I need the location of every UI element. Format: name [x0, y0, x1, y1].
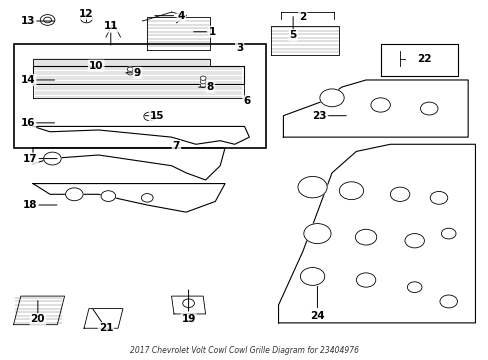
Text: 17: 17	[23, 154, 38, 163]
Circle shape	[300, 267, 324, 285]
Text: 2017 Chevrolet Volt Cowl Cowl Grille Diagram for 23404976: 2017 Chevrolet Volt Cowl Cowl Grille Dia…	[130, 346, 358, 355]
Text: 18: 18	[23, 200, 38, 210]
Circle shape	[439, 295, 457, 308]
Text: 7: 7	[172, 141, 180, 151]
Text: 13: 13	[21, 16, 35, 26]
Text: 12: 12	[79, 9, 94, 19]
Circle shape	[389, 187, 409, 202]
Text: 23: 23	[313, 111, 326, 121]
Text: 2: 2	[299, 13, 306, 22]
Text: 10: 10	[89, 61, 103, 71]
Circle shape	[200, 76, 205, 80]
Circle shape	[370, 98, 389, 112]
Text: 6: 6	[243, 96, 250, 107]
Text: 14: 14	[21, 75, 35, 85]
Circle shape	[297, 176, 326, 198]
Polygon shape	[14, 296, 64, 325]
Text: 9: 9	[134, 68, 141, 78]
Text: 1: 1	[209, 27, 216, 37]
Text: 10: 10	[89, 61, 102, 71]
Text: 19: 19	[181, 314, 195, 324]
Text: 5: 5	[289, 30, 296, 40]
Text: 7: 7	[173, 141, 180, 151]
Text: 11: 11	[104, 21, 117, 31]
Polygon shape	[380, 44, 458, 76]
Circle shape	[319, 89, 344, 107]
Polygon shape	[33, 66, 244, 84]
Circle shape	[404, 234, 424, 248]
Polygon shape	[33, 84, 244, 98]
Circle shape	[127, 67, 133, 71]
Text: 3: 3	[236, 43, 243, 53]
Circle shape	[143, 112, 155, 121]
Text: 8: 8	[207, 82, 213, 92]
Circle shape	[339, 182, 363, 200]
Circle shape	[81, 14, 92, 23]
Text: 20: 20	[31, 314, 45, 324]
Polygon shape	[147, 18, 210, 50]
Circle shape	[40, 15, 55, 25]
Circle shape	[43, 17, 51, 23]
Text: 15: 15	[149, 111, 164, 121]
Polygon shape	[278, 144, 474, 323]
Text: 19: 19	[182, 314, 195, 324]
Polygon shape	[33, 59, 210, 66]
Circle shape	[356, 273, 375, 287]
Circle shape	[420, 102, 437, 115]
Polygon shape	[33, 126, 249, 144]
Circle shape	[200, 83, 205, 87]
Text: 13: 13	[21, 16, 35, 26]
Polygon shape	[33, 184, 224, 212]
Text: 16: 16	[21, 118, 35, 128]
Circle shape	[303, 224, 330, 244]
Text: 11: 11	[103, 21, 118, 31]
Circle shape	[355, 229, 376, 245]
Text: 18: 18	[24, 200, 37, 210]
Circle shape	[127, 71, 133, 75]
Circle shape	[43, 152, 61, 165]
Text: 1: 1	[209, 27, 216, 37]
Circle shape	[183, 299, 194, 307]
Text: 12: 12	[80, 9, 93, 19]
Text: 4: 4	[178, 11, 184, 21]
Text: 21: 21	[99, 323, 113, 333]
Polygon shape	[283, 80, 467, 137]
Text: 21: 21	[99, 323, 112, 333]
Text: 6: 6	[243, 96, 250, 107]
Bar	[14, 44, 266, 148]
Text: 9: 9	[134, 68, 141, 78]
Circle shape	[429, 192, 447, 204]
Circle shape	[200, 80, 205, 84]
Text: 17: 17	[24, 154, 37, 163]
Circle shape	[141, 194, 153, 202]
Text: 4: 4	[177, 11, 184, 21]
Text: 5: 5	[289, 30, 296, 40]
Text: 20: 20	[31, 314, 44, 324]
Text: 24: 24	[309, 311, 324, 321]
Text: 16: 16	[21, 118, 35, 128]
Text: 3: 3	[236, 43, 243, 53]
Text: 23: 23	[312, 111, 326, 121]
Text: 14: 14	[21, 75, 35, 85]
Text: 15: 15	[150, 111, 163, 121]
Circle shape	[441, 228, 455, 239]
Circle shape	[65, 188, 83, 201]
Text: 22: 22	[416, 54, 431, 64]
Text: 24: 24	[310, 311, 324, 321]
Polygon shape	[171, 296, 205, 314]
Circle shape	[407, 282, 421, 293]
Polygon shape	[271, 26, 339, 55]
Polygon shape	[84, 309, 122, 328]
Text: 2: 2	[299, 13, 305, 22]
Polygon shape	[33, 148, 224, 180]
Circle shape	[101, 191, 116, 202]
Text: 8: 8	[206, 82, 214, 92]
Text: 22: 22	[417, 54, 430, 64]
